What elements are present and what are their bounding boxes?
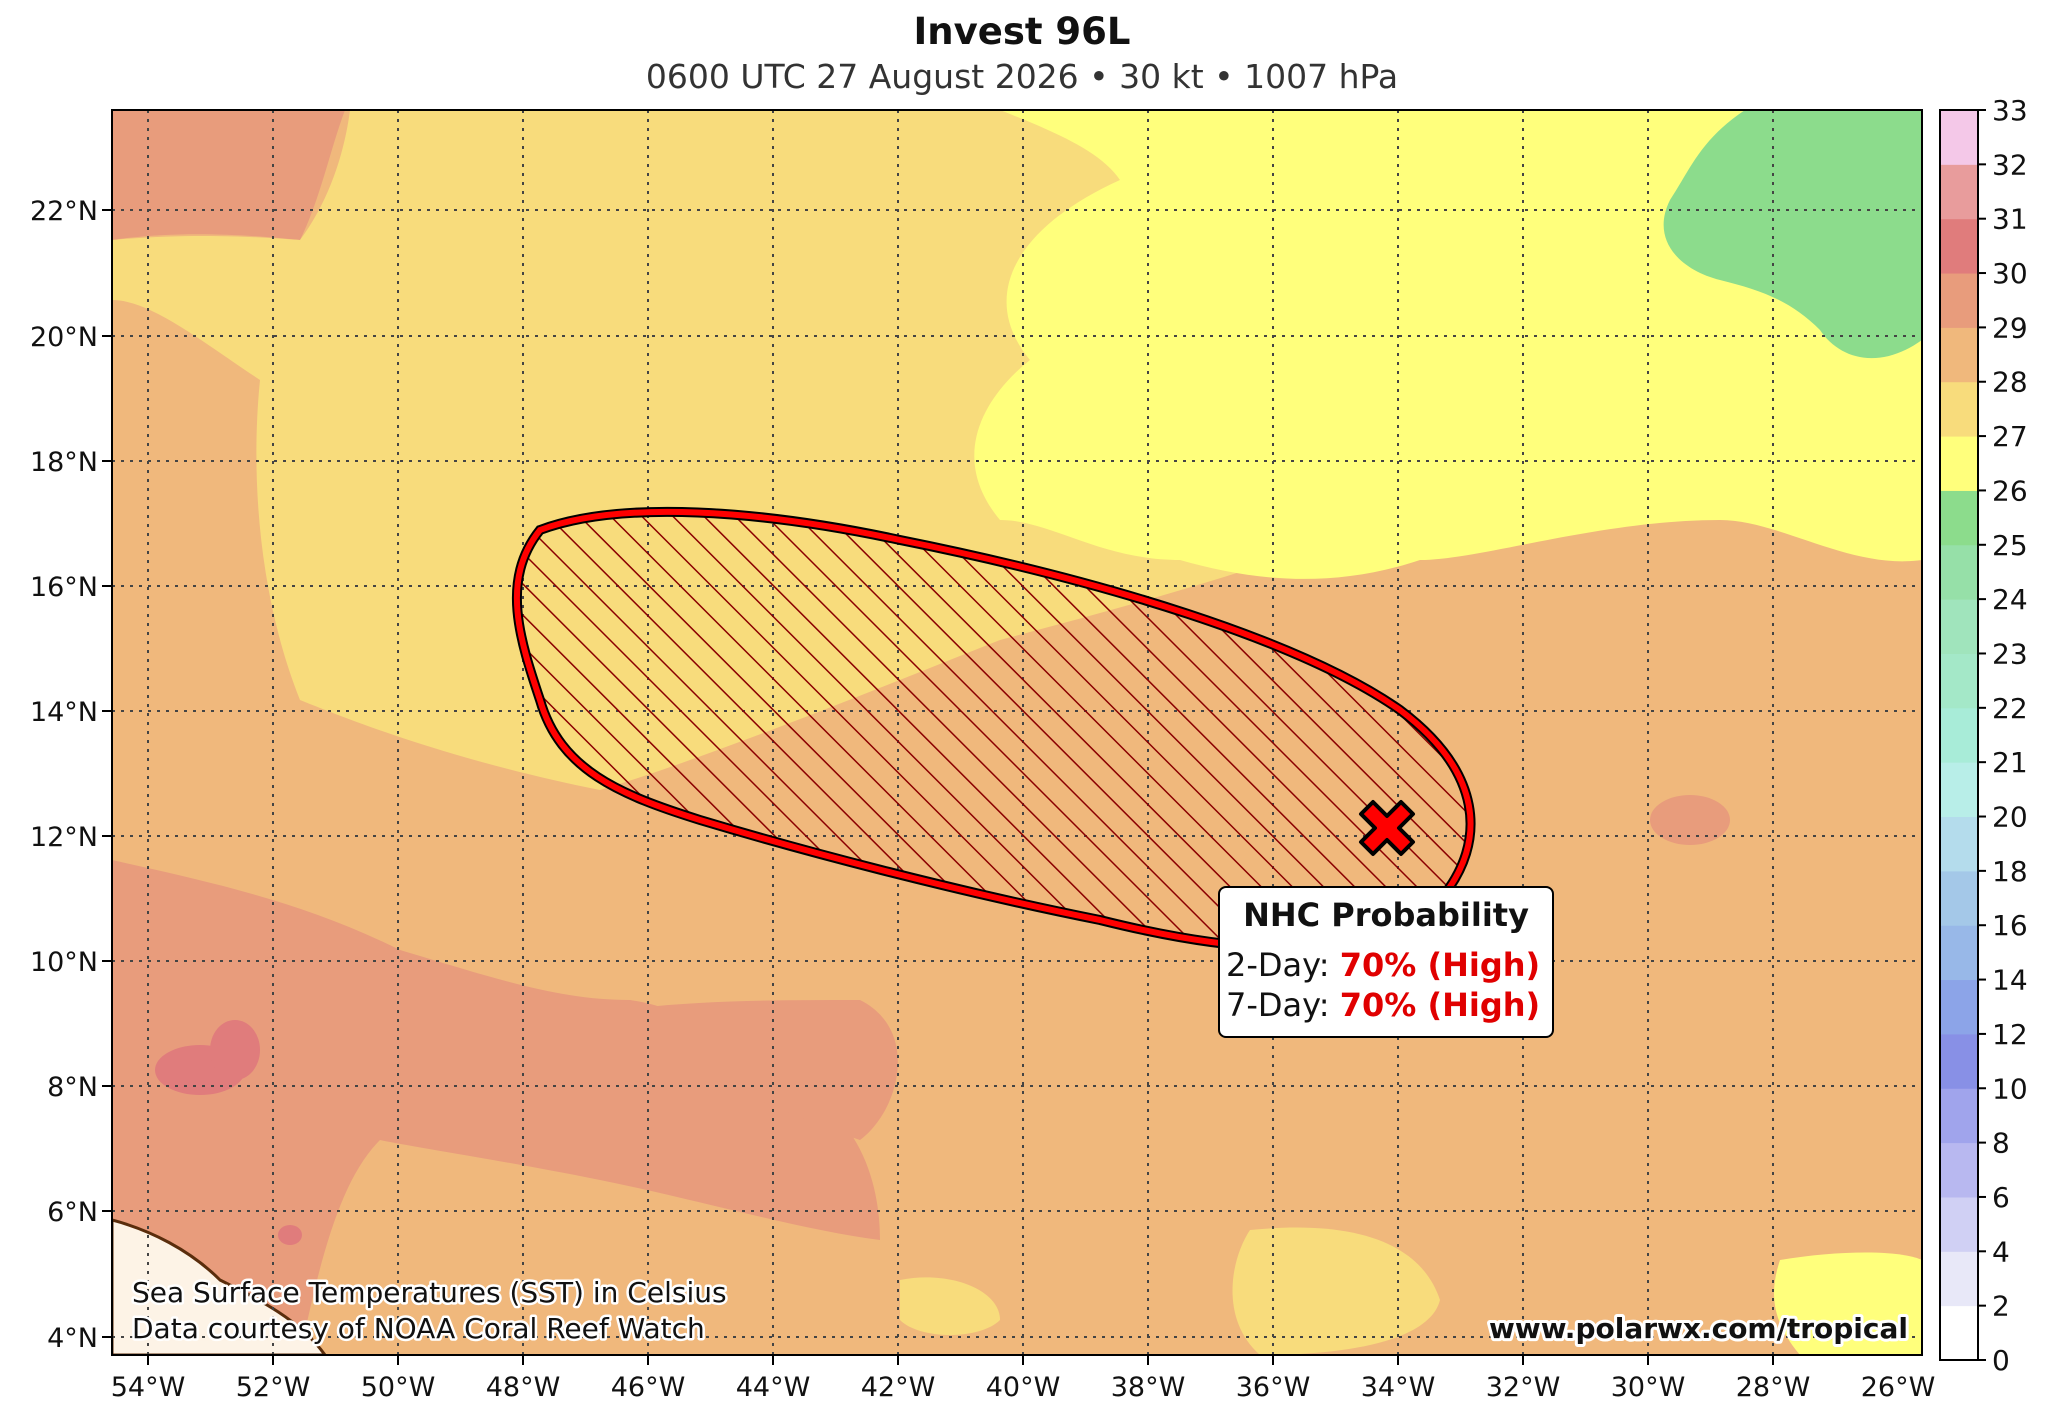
colorbar-segment <box>1940 218 1978 274</box>
colorbar-segment <box>1940 381 1978 437</box>
probability-title: NHC Probability <box>1243 896 1529 934</box>
lat-tick-label: 20°N <box>30 322 98 353</box>
colorbar-segment <box>1940 273 1978 328</box>
colorbar-tick-label: 2 <box>1992 1290 2010 1323</box>
lon-tick-label: 48°W <box>486 1372 561 1403</box>
lon-tick-label: 40°W <box>986 1372 1061 1403</box>
colorbar-tick-label: 31 <box>1992 203 2028 236</box>
colorbar-segment <box>1940 1033 1978 1089</box>
lon-tick-labels: 54°W 52°W 50°W 48°W 46°W 44°W 42°W 40°W … <box>111 1372 1936 1403</box>
lat-tick-label: 14°N <box>30 697 98 728</box>
colorbar-segment <box>1940 544 1978 600</box>
lat-tick-label: 16°N <box>30 572 98 603</box>
seven-day-value: 70% (High) <box>1339 986 1541 1024</box>
colorbar-tick-label: 24 <box>1992 583 2028 616</box>
map-frame <box>111 109 1923 1356</box>
website-url: www.polarwx.com/tropical <box>1489 1312 1908 1345</box>
colorbar-tick-label: 30 <box>1992 257 2028 290</box>
sst-colorbar <box>1939 109 1986 1361</box>
colorbar-segment <box>1940 327 1978 383</box>
colorbar-tick-label: 33 <box>1992 94 2028 127</box>
colorbar-segment <box>1940 110 1978 165</box>
colorbar-segment <box>1940 762 1978 818</box>
lon-tick-label: 50°W <box>361 1372 436 1403</box>
colorbar-tick-label: 23 <box>1992 637 2028 670</box>
colorbar-tick-label: 32 <box>1992 148 2028 181</box>
lat-tick-label: 4°N <box>47 1323 98 1354</box>
colorbar-tick-label: 21 <box>1992 746 2028 779</box>
colorbar-tick-label: 4 <box>1992 1235 2010 1268</box>
colorbar-segment <box>1940 1305 1978 1361</box>
colorbar-tick-label: 28 <box>1992 366 2028 399</box>
colorbar-tick-label: 10 <box>1992 1072 2028 1105</box>
lat-tick-label: 12°N <box>30 822 98 853</box>
colorbar-segment <box>1940 707 1978 763</box>
colorbar-segment <box>1940 1196 1978 1252</box>
lon-tick-label: 44°W <box>736 1372 811 1403</box>
two-day-label: 2-Day: <box>1226 946 1330 984</box>
colorbar-frame <box>1939 109 1979 1361</box>
colorbar-tick-label: 8 <box>1992 1127 2010 1160</box>
lon-tick-label: 36°W <box>1236 1372 1311 1403</box>
lon-tick-label: 54°W <box>111 1372 186 1403</box>
colorbar-tick-label: 16 <box>1992 909 2028 942</box>
sst-note: Sea Surface Temperatures (SST) in Celsiu… <box>132 1276 727 1309</box>
lon-tick-label: 30°W <box>1611 1372 1686 1403</box>
colorbar-tick-label: 29 <box>1992 311 2028 344</box>
map-title: Invest 96L <box>913 10 1131 53</box>
colorbar-tick-label: 26 <box>1992 474 2028 507</box>
lon-tick-label: 38°W <box>1111 1372 1186 1403</box>
colorbar-tick-label: 0 <box>1992 1344 2010 1377</box>
colorbar-segment <box>1940 490 1978 546</box>
colorbar-segment <box>1940 164 1978 220</box>
colorbar-segment <box>1940 816 1978 872</box>
colorbar-segment <box>1940 870 1978 926</box>
lat-tick-labels: 4°N 6°N 8°N 10°N 12°N 14°N 16°N 18°N 20°… <box>30 196 98 1354</box>
colorbar-segment <box>1940 436 1978 491</box>
lat-tick-label: 22°N <box>30 196 98 227</box>
colorbar-segment <box>1940 1088 1978 1144</box>
colorbar-tick-label: 12 <box>1992 1018 2028 1051</box>
colorbar-segment <box>1940 1142 1978 1198</box>
lon-tick-label: 34°W <box>1361 1372 1436 1403</box>
seven-day-label: 7-Day: <box>1226 986 1330 1024</box>
lon-tick-label: 52°W <box>236 1372 311 1403</box>
sst-field <box>112 110 1922 1355</box>
nhc-probability-box: NHC Probability 2-Day: 70% (High) 7-Day:… <box>1218 886 1554 1038</box>
lat-tick-label: 10°N <box>30 947 98 978</box>
lon-tick-label: 46°W <box>611 1372 686 1403</box>
lon-tick-label: 28°W <box>1736 1372 1811 1403</box>
lon-tick-label: 26°W <box>1861 1372 1936 1403</box>
colorbar-segment <box>1940 925 1978 981</box>
colorbar-tick-label: 20 <box>1992 801 2028 834</box>
colorbar-segment <box>1940 653 1978 709</box>
colorbar-segment <box>1940 599 1978 654</box>
colorbar-tick-label: 27 <box>1992 420 2028 453</box>
data-credit-note: Data courtesy of NOAA Coral Reef Watch <box>132 1312 705 1345</box>
two-day-line: 2-Day: 70% (High) <box>1226 946 1540 984</box>
colorbar-segment <box>1940 979 1978 1035</box>
colorbar-tick-label: 22 <box>1992 692 2028 725</box>
colorbar-tick-label: 6 <box>1992 1181 2010 1214</box>
lat-tick-label: 6°N <box>47 1197 98 1228</box>
x-marker-icon <box>1359 800 1415 856</box>
two-day-value: 70% (High) <box>1339 946 1541 984</box>
map-subtitle: 0600 UTC 27 August 2026 • 30 kt • 1007 h… <box>645 57 1399 96</box>
seven-day-line: 7-Day: 70% (High) <box>1226 986 1540 1024</box>
lat-tick-label: 18°N <box>30 447 98 478</box>
colorbar-tick-label: 18 <box>1992 855 2028 888</box>
colorbar-segment <box>1940 1251 1978 1307</box>
lon-tick-label: 42°W <box>861 1372 936 1403</box>
colorbar-tick-labels: 0246810121416182021222324252627282930313… <box>1992 94 2028 1377</box>
lon-tick-label: 32°W <box>1486 1372 1561 1403</box>
lat-tick-label: 8°N <box>47 1072 98 1103</box>
colorbar-tick-label: 14 <box>1992 964 2028 997</box>
colorbar-tick-label: 25 <box>1992 529 2028 562</box>
